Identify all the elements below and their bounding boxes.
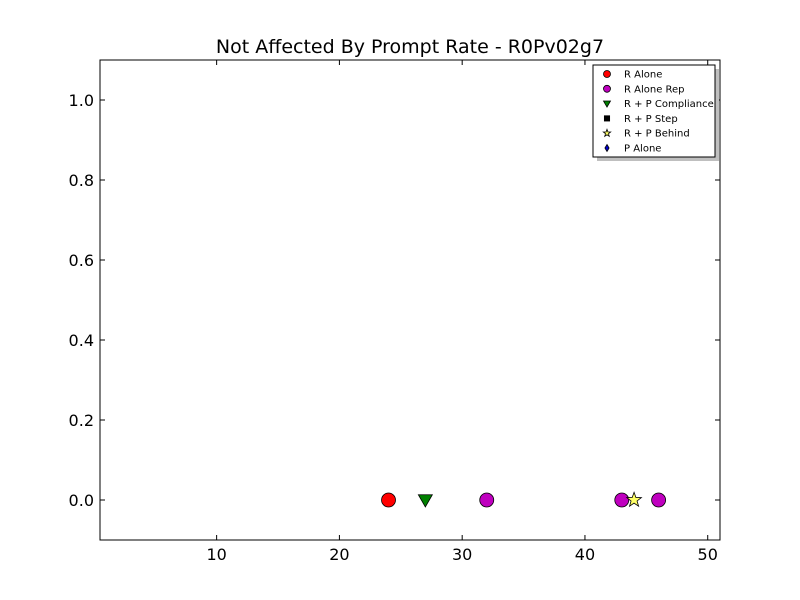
- data-point: [651, 492, 667, 508]
- legend-marker: [604, 143, 610, 153]
- x-tick-label: 30: [452, 545, 472, 564]
- legend-marker: [603, 70, 611, 78]
- y-tick-label: 0.0: [69, 491, 94, 510]
- data-point: [625, 491, 643, 508]
- x-tick-label: 10: [206, 545, 226, 564]
- y-tick-label: 0.6: [69, 251, 94, 270]
- x-tick-label: 40: [575, 545, 595, 564]
- legend-box: [592, 64, 716, 158]
- data-point: [479, 492, 495, 508]
- legend-label: R Alone Rep: [624, 84, 685, 95]
- legend-label: R + P Step: [624, 114, 678, 125]
- y-tick-label: 0.8: [69, 171, 94, 190]
- data-points: [381, 491, 667, 508]
- y-tick-label: 0.2: [69, 411, 94, 430]
- axis-ticks: 10 20 30 40 50 0.0 0.2 0.4 0.6 0.8 1.0: [69, 60, 720, 564]
- legend-label: R Alone: [624, 70, 662, 81]
- x-tick-label: 50: [698, 545, 718, 564]
- chart-title: Not Affected By Prompt Rate - R0Pv02g7: [216, 36, 604, 58]
- legend-marker: [603, 115, 611, 122]
- data-point: [381, 492, 396, 508]
- legend-label: R + P Compliance: [624, 99, 714, 110]
- legend-marker: [602, 128, 612, 138]
- data-point: [614, 492, 630, 508]
- y-tick-label: 0.4: [69, 331, 94, 350]
- y-tick-label: 1.0: [69, 91, 94, 110]
- legend-label: P Alone: [624, 144, 661, 155]
- legend-marker: [602, 100, 612, 108]
- x-tick-label: 20: [329, 545, 349, 564]
- legend-label: R + P Behind: [624, 129, 690, 140]
- data-point: [417, 494, 434, 508]
- legend-marker: [603, 84, 611, 93]
- legend: R Alone R Alone Rep R + P Compliance R + P …: [592, 64, 719, 161]
